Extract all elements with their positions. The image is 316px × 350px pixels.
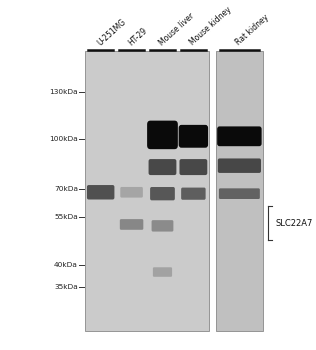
FancyBboxPatch shape [120, 187, 143, 198]
Bar [216, 51, 263, 331]
FancyBboxPatch shape [218, 159, 261, 173]
Text: 55kDa: 55kDa [54, 215, 78, 220]
FancyBboxPatch shape [217, 126, 262, 146]
Text: 40kDa: 40kDa [54, 262, 78, 268]
Text: 100kDa: 100kDa [49, 136, 78, 142]
Bar [85, 51, 209, 331]
Text: Mouse kidney: Mouse kidney [188, 5, 233, 47]
FancyBboxPatch shape [152, 220, 173, 232]
FancyBboxPatch shape [181, 188, 206, 200]
FancyBboxPatch shape [179, 125, 208, 148]
FancyBboxPatch shape [87, 185, 114, 199]
FancyBboxPatch shape [120, 219, 143, 230]
Text: 35kDa: 35kDa [54, 285, 78, 290]
Text: HT-29: HT-29 [126, 26, 149, 47]
FancyBboxPatch shape [150, 187, 175, 200]
Text: 70kDa: 70kDa [54, 187, 78, 193]
FancyBboxPatch shape [179, 159, 207, 175]
FancyBboxPatch shape [219, 188, 260, 199]
Text: Mouse liver: Mouse liver [157, 11, 196, 47]
Text: Rat kidney: Rat kidney [234, 13, 270, 47]
FancyBboxPatch shape [153, 267, 172, 277]
Text: SLC22A7: SLC22A7 [276, 218, 313, 228]
FancyBboxPatch shape [147, 121, 178, 149]
Text: 130kDa: 130kDa [49, 89, 78, 94]
FancyBboxPatch shape [149, 159, 176, 175]
Text: U-251MG: U-251MG [95, 17, 127, 47]
